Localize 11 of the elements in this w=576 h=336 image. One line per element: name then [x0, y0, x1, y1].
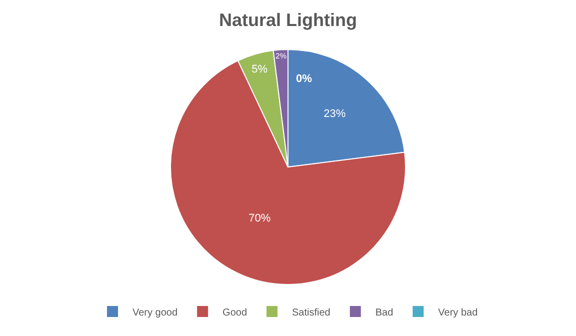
data-label: 2% — [275, 52, 287, 61]
legend-label: Satisfied — [292, 307, 330, 318]
data-label: 23% — [324, 108, 346, 120]
text: 0% — [296, 73, 312, 85]
legend-label: Very good — [132, 307, 178, 318]
legend-label: Good — [222, 307, 248, 318]
data-label: 70% — [248, 212, 271, 224]
data-label: 5% — [252, 63, 268, 76]
chart-title: Natural Lighting — [219, 10, 357, 30]
legend-label: Bad — [375, 307, 394, 318]
legend-label: Very bad — [438, 307, 478, 318]
